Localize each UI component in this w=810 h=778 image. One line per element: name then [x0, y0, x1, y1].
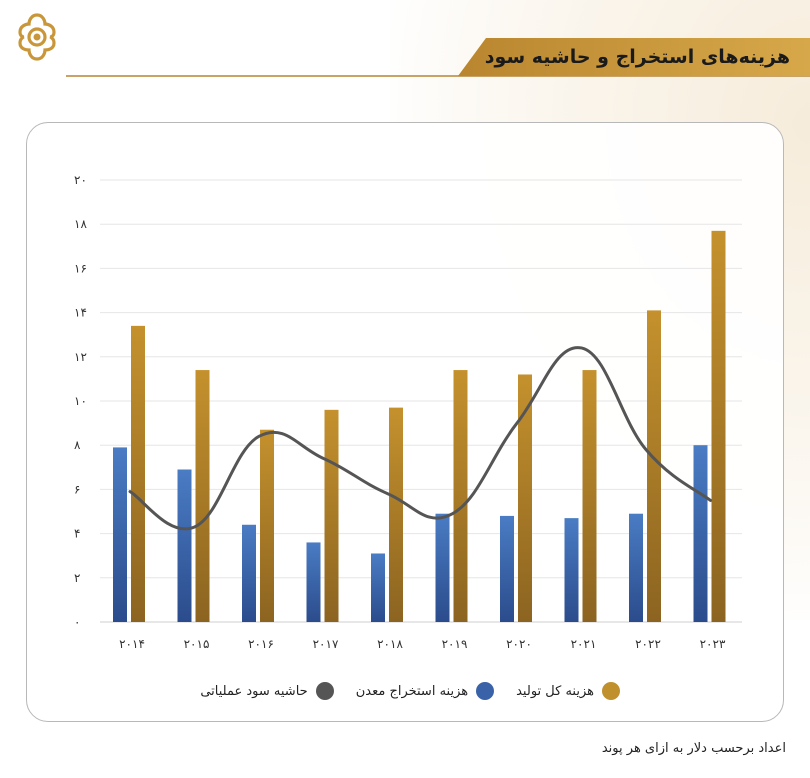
bar-mining-cost — [500, 515, 514, 622]
x-tick-label: ۲۰۱۶ — [248, 637, 274, 651]
x-tick-label: ۲۰۱۴ — [119, 637, 145, 651]
x-tick-label: ۲۰۲۳ — [700, 637, 726, 651]
bar-mining-cost — [177, 469, 192, 622]
bar-mining-cost — [113, 447, 127, 622]
legend-item-mining-cost: هزینه استخراج معدن — [355, 682, 495, 700]
bar-total-cost — [195, 370, 210, 622]
brand-logo — [18, 13, 56, 61]
y-tick-label: ۶ — [74, 482, 80, 496]
bar-mining-cost — [435, 513, 450, 622]
bar-total-cost — [582, 370, 597, 622]
x-tick-label: ۲۰۱۵ — [184, 637, 210, 651]
bars-layer — [113, 230, 726, 622]
x-tick-label: ۲۰۲۱ — [571, 637, 597, 651]
bar-total-cost — [518, 374, 532, 622]
y-tick-label: ۱۴ — [74, 306, 87, 320]
chart-legend: هزینه کل تولید هزینه استخراج معدن حاشیه … — [190, 680, 620, 702]
bar-total-cost — [711, 230, 726, 622]
legend-item-margin: حاشیه سود عملیاتی — [200, 682, 334, 700]
units-footnote: اعداد برحسب دلار به ازای هر پوند — [601, 741, 786, 756]
bar-total-cost — [647, 310, 661, 622]
y-tick-label: ۱۸ — [74, 217, 87, 231]
legend-label-mining-cost: هزینه استخراج معدن — [355, 683, 469, 699]
y-tick-label: ۱۲ — [74, 350, 87, 364]
x-tick-label: ۲۰۱۹ — [442, 637, 468, 651]
legend-label-margin: حاشیه سود عملیاتی — [200, 683, 308, 699]
bar-mining-cost — [242, 524, 256, 622]
bar-total-cost — [324, 409, 339, 622]
bar-mining-cost — [693, 445, 708, 622]
x-tick-label: ۲۰۲۲ — [635, 637, 661, 651]
bar-total-cost — [260, 429, 274, 622]
bar-mining-cost — [629, 513, 643, 622]
bar-total-cost — [389, 407, 403, 622]
title-banner: هزینه‌های استخراج و حاشیه سود — [458, 38, 810, 76]
bar-mining-cost — [564, 518, 579, 622]
page-title: هزینه‌های استخراج و حاشیه سود — [484, 46, 790, 68]
y-tick-label: ۴ — [74, 527, 80, 541]
y-tick-label: ۱۰ — [74, 394, 87, 408]
bar-total-cost — [131, 325, 145, 622]
legend-dot-mining-cost — [476, 682, 495, 700]
legend-label-total-cost: هزینه کل تولید — [516, 683, 594, 699]
line-operating-margin — [128, 346, 712, 531]
line-layer — [128, 346, 712, 531]
x-tick-label: ۲۰۲۰ — [506, 637, 532, 651]
y-tick-label: ۲ — [74, 571, 80, 585]
bar-total-cost — [453, 370, 468, 622]
x-tick-label: ۲۰۱۸ — [377, 637, 403, 651]
legend-dot-total-cost — [602, 682, 620, 700]
legend-item-total-cost: هزینه کل تولید — [516, 682, 620, 700]
x-tick-label: ۲۰۱۷ — [313, 637, 339, 651]
legend-dot-margin — [315, 682, 334, 700]
y-tick-label: ۰ — [74, 615, 80, 629]
bar-mining-cost — [371, 553, 385, 622]
y-tick-label: ۸ — [74, 438, 81, 452]
y-tick-label: ۲۰ — [74, 173, 87, 187]
ticks-layer: ۰ ۲ ۴ ۶ ۸ ۱۰ ۱۲ ۱۴ ۱۶ ۱۸ ۲۰ ۲۰۱۴ ۲۰۱۵ ۲۰۱۶ ۲۰۱۷ ۲۰۱۸ ۲۰۱… — [74, 173, 726, 651]
y-tick-label: ۱۶ — [74, 261, 87, 275]
bar-mining-cost — [306, 542, 321, 622]
title-underline — [66, 75, 810, 77]
